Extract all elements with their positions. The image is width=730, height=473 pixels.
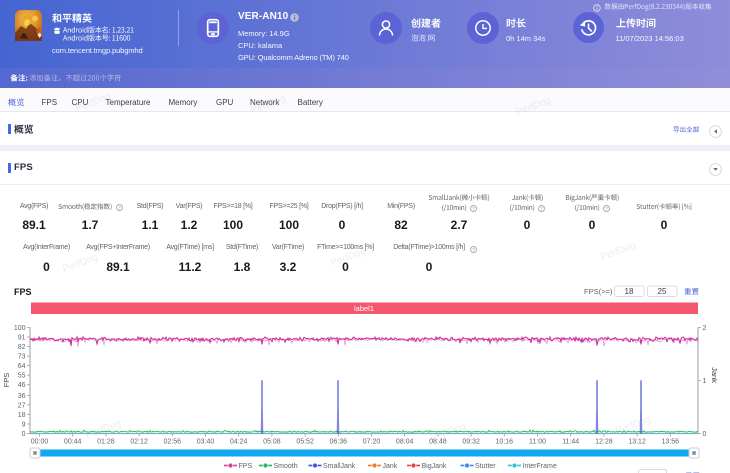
svg-text:?: ? [472, 247, 475, 252]
svg-text:01:28: 01:28 [97, 439, 115, 446]
svg-text:FPS(>=): FPS(>=) [584, 287, 613, 296]
svg-text:18: 18 [625, 287, 634, 296]
svg-text:label1: label1 [354, 304, 374, 313]
svg-text:13:56: 13:56 [662, 439, 680, 446]
svg-text:11:44: 11:44 [562, 439, 579, 446]
svg-text:Jank: Jank [383, 463, 398, 470]
svg-text:FPS: FPS [2, 373, 11, 388]
svg-text:27: 27 [18, 402, 26, 409]
svg-text:?: ? [605, 206, 608, 211]
svg-text:91: 91 [18, 334, 26, 341]
svg-text:73: 73 [18, 354, 26, 361]
svg-text:00:44: 00:44 [64, 439, 82, 446]
svg-text:Jank: Jank [710, 367, 719, 383]
svg-text:100: 100 [14, 325, 26, 332]
svg-text:82: 82 [18, 344, 26, 351]
svg-text:55: 55 [18, 373, 26, 380]
svg-text:?: ? [118, 205, 121, 210]
svg-text:BigJank: BigJank [422, 463, 447, 470]
svg-text:0: 0 [22, 431, 26, 438]
svg-text:02:56: 02:56 [164, 439, 182, 446]
svg-text:08:04: 08:04 [396, 439, 414, 446]
svg-text:FPS: FPS [14, 287, 32, 297]
svg-text:18: 18 [18, 412, 26, 419]
svg-text:1: 1 [703, 378, 707, 385]
svg-text:36: 36 [18, 393, 26, 400]
svg-text:10:16: 10:16 [496, 439, 514, 446]
svg-text:SmallJank: SmallJank [323, 463, 356, 470]
svg-text:07:20: 07:20 [363, 439, 381, 446]
svg-text:9: 9 [22, 421, 26, 428]
svg-text:FPS: FPS [239, 463, 253, 470]
svg-text:46: 46 [18, 382, 26, 389]
svg-text:2: 2 [703, 325, 707, 332]
svg-text:64: 64 [18, 363, 26, 370]
svg-text:11:00: 11:00 [529, 439, 546, 446]
svg-text:02:12: 02:12 [130, 439, 148, 446]
svg-text:25: 25 [658, 287, 667, 296]
svg-text:03:40: 03:40 [197, 439, 215, 446]
svg-text:Stutter: Stutter [475, 463, 496, 470]
svg-text:05:08: 05:08 [263, 439, 281, 446]
svg-text:?: ? [540, 206, 543, 211]
svg-text:04:24: 04:24 [230, 439, 248, 446]
svg-text:12:28: 12:28 [595, 439, 613, 446]
svg-text:13:12: 13:12 [628, 439, 646, 446]
svg-text:08:48: 08:48 [429, 439, 447, 446]
svg-text:05:52: 05:52 [296, 439, 314, 446]
svg-text:Smooth: Smooth [274, 463, 298, 470]
svg-text:00:00: 00:00 [31, 439, 49, 446]
svg-text:06:36: 06:36 [330, 439, 348, 446]
svg-text:09:32: 09:32 [462, 439, 480, 446]
svg-text:InterFrame: InterFrame [523, 463, 557, 470]
svg-text:?: ? [472, 206, 475, 211]
svg-text:0: 0 [703, 431, 707, 438]
